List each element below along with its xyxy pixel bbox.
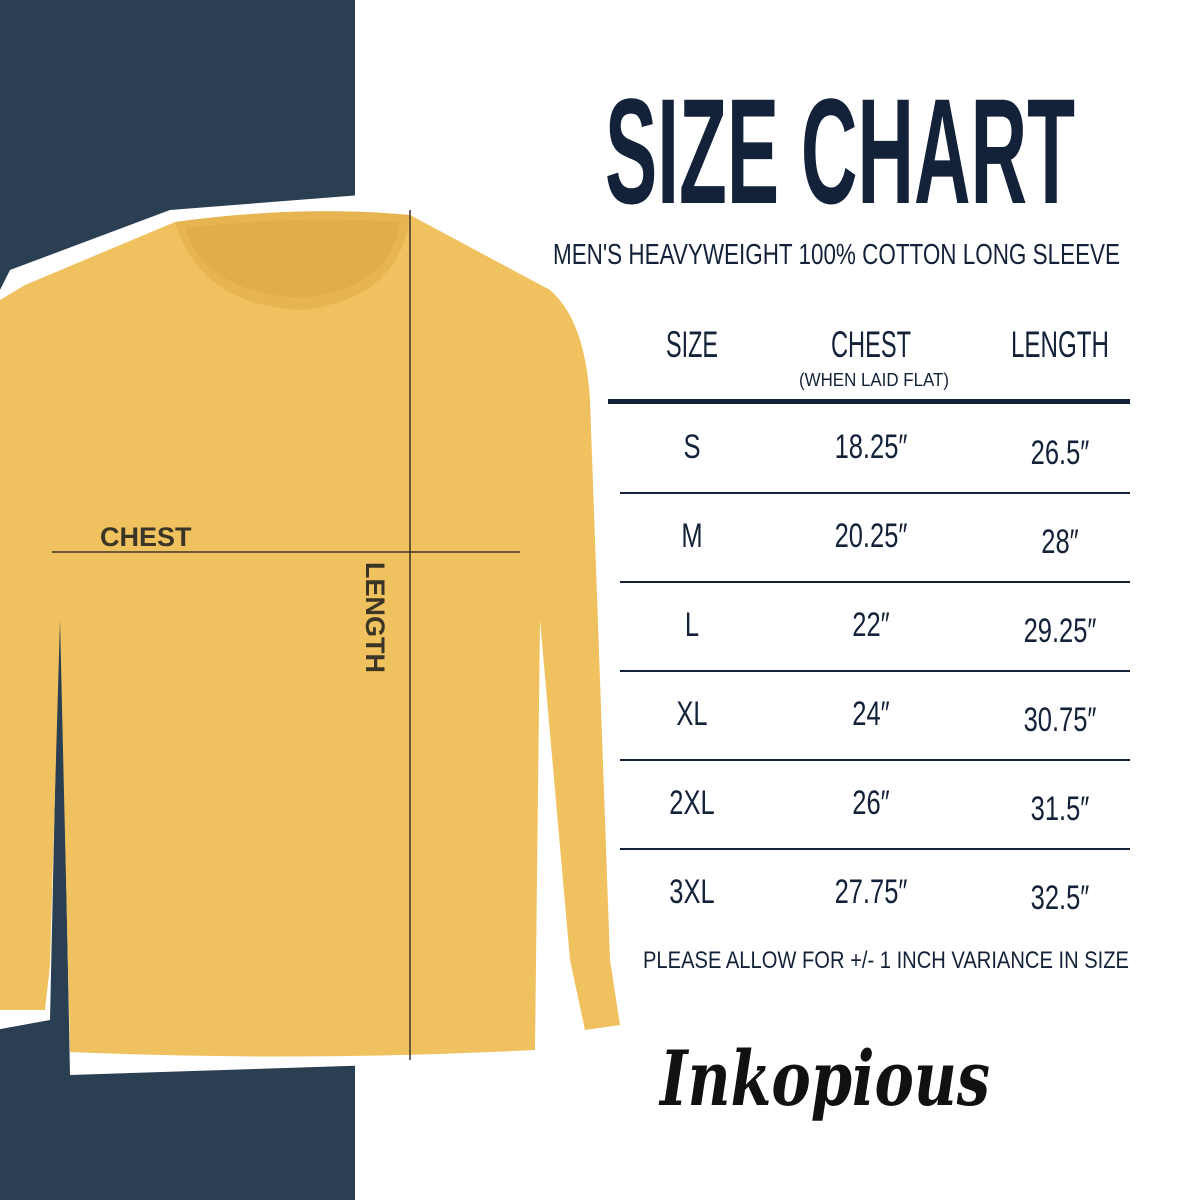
table-row: L 22″ 29.25″ — [620, 607, 1130, 672]
variance-note: PLEASE ALLOW FOR +/- 1 INCH VARIANCE IN … — [643, 947, 1129, 974]
cell-size: 3XL — [669, 874, 714, 911]
table-row: XL 24″ 30.75″ — [620, 696, 1130, 761]
row-divider — [620, 492, 1130, 494]
table-row: 2XL 26″ 31.5″ — [620, 785, 1130, 850]
cell-length: 31.5″ — [1031, 791, 1090, 828]
page-title: SIZE CHART — [605, 67, 1075, 235]
size-table: SIZE CHEST LENGTH (WHEN LAID FLAT) S 18.2… — [608, 324, 1130, 917]
header-length: LENGTH — [1011, 324, 1109, 365]
cell-chest: 20.25″ — [835, 518, 908, 555]
cell-size: L — [685, 607, 699, 644]
cell-chest: 18.25″ — [835, 429, 908, 466]
brand-logo: Inkopious — [658, 1034, 990, 1123]
row-divider — [620, 670, 1130, 672]
cell-size: S — [683, 429, 700, 466]
header-chest: CHEST — [831, 324, 911, 365]
cell-chest: 24″ — [852, 696, 890, 733]
cell-size: XL — [676, 696, 707, 733]
shirt-chest-label: CHEST — [100, 522, 192, 552]
shirt-illustration: CHEST LENGTH — [0, 192, 645, 1075]
header-size: SIZE — [666, 324, 718, 365]
row-divider — [620, 581, 1130, 583]
cell-size: 2XL — [669, 785, 714, 822]
cell-chest: 27.75″ — [835, 874, 908, 911]
shirt-length-label: LENGTH — [360, 562, 390, 673]
table-row: M 20.25″ 28″ — [620, 518, 1130, 583]
cell-chest: 26″ — [852, 785, 890, 822]
cell-length: 30.75″ — [1024, 702, 1097, 739]
cell-chest: 22″ — [852, 607, 890, 644]
subtitle: MEN'S HEAVYWEIGHT 100% COTTON LONG SLEEV… — [553, 239, 1120, 271]
cell-length: 32.5″ — [1031, 880, 1090, 917]
cell-length: 28″ — [1041, 524, 1079, 561]
row-divider — [620, 759, 1130, 761]
table-row: 3XL 27.75″ 32.5″ — [669, 874, 1089, 917]
row-divider — [620, 848, 1130, 850]
header-divider — [608, 399, 1130, 404]
chest-note: (WHEN LAID FLAT) — [799, 370, 949, 390]
table-row: S 18.25″ 26.5″ — [620, 429, 1130, 494]
cell-size: M — [681, 518, 702, 555]
cell-length: 26.5″ — [1031, 435, 1090, 472]
cell-length: 29.25″ — [1024, 613, 1097, 650]
